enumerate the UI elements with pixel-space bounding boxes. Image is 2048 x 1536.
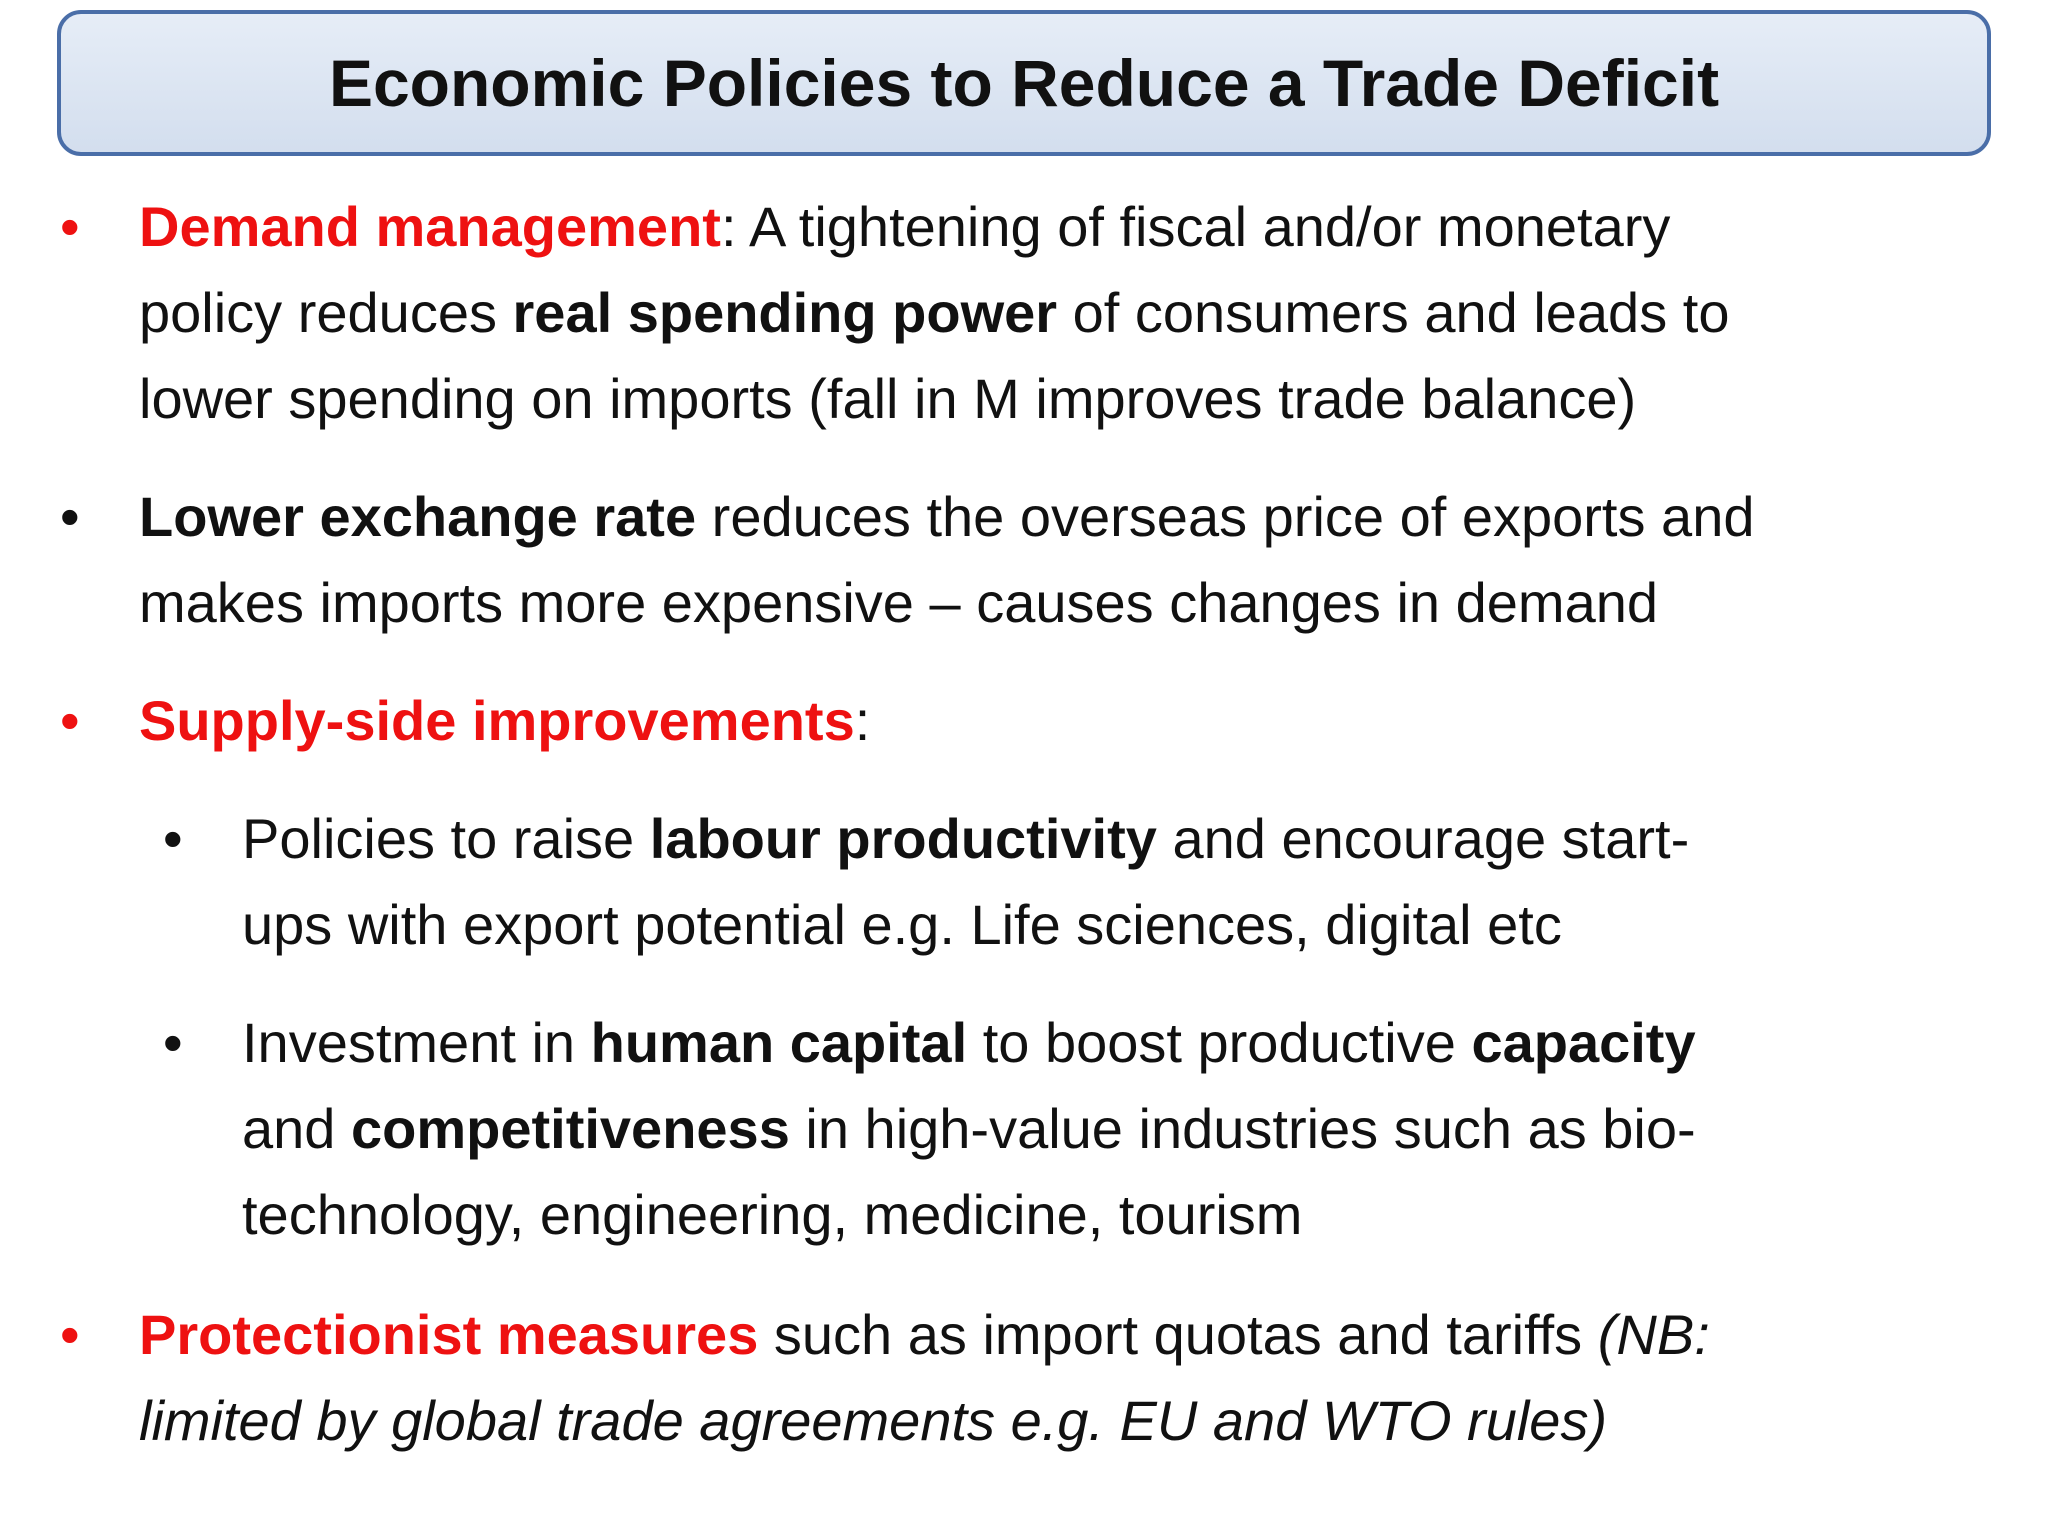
bullet-dot-icon: • <box>60 689 80 752</box>
bullet-line: technology, engineering, medicine, touri… <box>242 1183 1303 1246</box>
bullet-line: and competitiveness in high-value indust… <box>242 1086 1696 1172</box>
slide-title: Economic Policies to Reduce a Trade Defi… <box>328 46 1720 120</box>
bullet-line: Policies to raise labour productivity an… <box>242 796 1689 882</box>
text-span: Policies to raise <box>242 807 650 870</box>
term-demand-management: Demand management <box>139 195 721 258</box>
text-span: (NB: <box>1597 1303 1710 1366</box>
term-supply-side-improvements: Supply-side improvements <box>139 689 855 752</box>
bullet-dot-icon: • <box>60 485 80 548</box>
text-span: : A tightening of fiscal and/or monetary <box>720 195 1671 258</box>
text-span: such as import quotas and tariffs <box>758 1303 1598 1366</box>
sub-bullet-human-capital: Investment in human capital to boost pro… <box>242 1000 1696 1258</box>
bullet-line: ups with export potential e.g. Life scie… <box>242 893 1562 956</box>
term-lower-exchange-rate: Lower exchange rate <box>139 485 697 548</box>
bullet-line: Demand management: A tightening of fisca… <box>139 184 1729 270</box>
term-real-spending-power: real spending power <box>512 281 1058 344</box>
text-span: to boost productive <box>967 1011 1472 1074</box>
bullet-line: lower spending on imports (fall in M imp… <box>139 367 1637 430</box>
bullet-dot-icon: • <box>163 1011 183 1074</box>
bullet-lower-exchange-rate: Lower exchange rate reduces the overseas… <box>139 474 1754 646</box>
title-banner: Economic Policies to Reduce a Trade Defi… <box>57 10 1991 156</box>
bullet-line: Protectionist measures such as import qu… <box>139 1292 1710 1378</box>
bullet-line: Lower exchange rate reduces the overseas… <box>139 474 1754 560</box>
bullet-line: policy reduces real spending power of co… <box>139 270 1729 356</box>
text-span: : <box>854 689 871 752</box>
text-span: and <box>242 1097 351 1160</box>
text-span: in high-value industries such as bio- <box>789 1097 1696 1160</box>
text-span: of consumers and leads to <box>1057 281 1730 344</box>
bullet-dot-icon: • <box>60 1303 80 1366</box>
bullet-line: makes imports more expensive – causes ch… <box>139 571 1658 634</box>
term-human-capital: human capital <box>590 1011 968 1074</box>
bullet-protectionist-measures: Protectionist measures such as import qu… <box>139 1292 1710 1464</box>
text-span: reduces the overseas price of exports an… <box>696 485 1755 548</box>
bullet-supply-side: Supply-side improvements: <box>139 678 870 764</box>
text-span: and encourage start- <box>1156 807 1690 870</box>
text-span: Investment in <box>242 1011 591 1074</box>
bullet-line: Supply-side improvements: <box>139 678 870 764</box>
term-labour-productivity: labour productivity <box>649 807 1157 870</box>
term-capacity: capacity <box>1471 1011 1696 1074</box>
bullet-line: Investment in human capital to boost pro… <box>242 1000 1696 1086</box>
bullet-dot-icon: • <box>60 195 80 258</box>
term-protectionist-measures: Protectionist measures <box>139 1303 759 1366</box>
bullet-dot-icon: • <box>163 807 183 870</box>
bullet-demand-management: Demand management: A tightening of fisca… <box>139 184 1729 442</box>
sub-bullet-labour-productivity: Policies to raise labour productivity an… <box>242 796 1689 968</box>
bullet-line: limited by global trade agreements e.g. … <box>139 1389 1608 1452</box>
text-span: policy reduces <box>139 281 513 344</box>
term-competitiveness: competitiveness <box>351 1097 790 1160</box>
